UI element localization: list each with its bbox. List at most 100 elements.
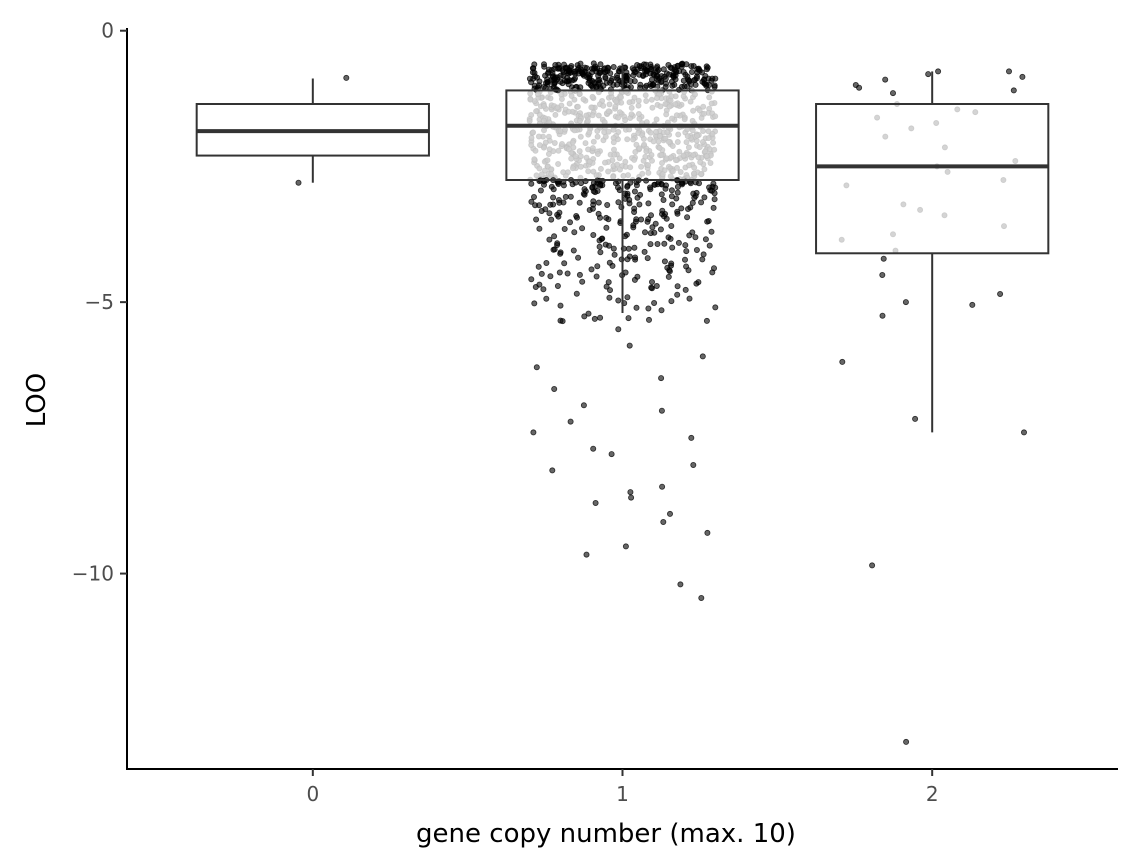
data-point [562, 65, 569, 72]
data-point [636, 201, 643, 208]
data-point [644, 255, 651, 262]
data-point [534, 91, 541, 98]
data-point [649, 285, 656, 292]
data-point [674, 138, 681, 145]
data-point [660, 66, 667, 73]
data-point [882, 133, 889, 140]
data-point [890, 90, 897, 97]
data-point [531, 156, 538, 163]
data-point [566, 100, 573, 107]
data-point [665, 273, 672, 280]
data-point [638, 63, 645, 70]
data-point [569, 139, 576, 146]
data-point [653, 116, 660, 123]
data-point [669, 201, 676, 208]
data-point [548, 183, 555, 190]
data-point [880, 255, 887, 262]
data-point [954, 106, 961, 113]
data-point [626, 200, 633, 207]
data-point [574, 214, 581, 221]
data-point [691, 170, 698, 177]
data-point [688, 434, 695, 441]
data-point [856, 84, 863, 91]
data-point [688, 63, 695, 70]
data-point [660, 519, 667, 526]
data-point [624, 183, 631, 190]
data-point [603, 214, 610, 221]
data-point [601, 65, 608, 72]
data-point [656, 133, 663, 140]
data-point [585, 310, 592, 317]
data-point [710, 204, 717, 211]
data-point [615, 297, 622, 304]
data-point [631, 244, 638, 251]
data-point [562, 193, 569, 200]
data-point [661, 258, 668, 265]
data-point [631, 188, 638, 195]
data-point [703, 153, 710, 160]
data-point [541, 61, 548, 68]
data-point [624, 192, 631, 199]
data-point [672, 72, 679, 79]
data-point [558, 96, 565, 103]
data-point [597, 214, 604, 221]
data-point [625, 245, 632, 252]
data-point [671, 64, 678, 71]
data-point [572, 153, 579, 160]
data-point [597, 181, 604, 188]
data-point [658, 375, 665, 382]
data-point [642, 71, 649, 78]
data-point [589, 145, 596, 152]
data-point [565, 146, 572, 153]
data-point [612, 103, 619, 110]
data-point [576, 118, 583, 125]
data-point [701, 110, 708, 117]
data-point [536, 142, 543, 149]
data-point [583, 154, 590, 161]
data-point [555, 61, 562, 68]
data-point [536, 78, 543, 85]
data-point [689, 199, 696, 206]
data-point [597, 249, 604, 256]
data-point [693, 246, 700, 253]
data-point [589, 184, 596, 191]
data-point [944, 168, 951, 175]
data-point [1019, 73, 1026, 80]
data-point [691, 164, 698, 171]
data-point [711, 196, 718, 203]
data-point [711, 146, 718, 153]
data-point [583, 112, 590, 119]
data-point [664, 264, 671, 271]
data-point [555, 160, 562, 167]
data-point [633, 304, 640, 311]
data-point [668, 260, 675, 267]
data-point [658, 73, 665, 80]
data-point [589, 93, 596, 100]
data-point [712, 75, 719, 82]
data-point [646, 316, 653, 323]
data-point [528, 134, 535, 141]
data-point [577, 60, 584, 67]
data-point [704, 64, 711, 71]
data-point [526, 118, 533, 125]
data-point [570, 247, 577, 254]
data-point [917, 206, 924, 213]
data-point [635, 97, 642, 104]
y-tick-label: −10 [72, 562, 114, 586]
data-point [685, 205, 692, 212]
data-point [585, 168, 592, 175]
data-point [540, 286, 547, 293]
data-point [536, 165, 543, 172]
data-point [585, 146, 592, 153]
data-point [579, 225, 586, 232]
data-point [672, 101, 679, 108]
data-point [708, 228, 715, 235]
data-point [683, 139, 690, 146]
data-point [633, 216, 640, 223]
data-point [606, 242, 613, 249]
data-point [564, 270, 571, 277]
data-point [533, 364, 540, 371]
data-point [661, 240, 668, 247]
data-point [530, 429, 537, 436]
data-point [658, 407, 665, 414]
